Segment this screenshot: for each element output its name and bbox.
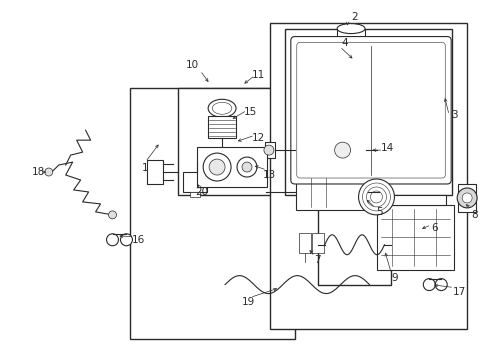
Text: 6: 6	[430, 223, 437, 233]
Circle shape	[242, 162, 251, 172]
Text: 16: 16	[132, 235, 145, 245]
Bar	[295, 175, 367, 210]
Bar	[336, 28, 364, 41]
Bar	[323, 180, 335, 190]
Bar	[325, 190, 333, 200]
Circle shape	[45, 168, 53, 176]
Text: 17: 17	[451, 287, 465, 297]
Bar	[298, 233, 310, 253]
Circle shape	[203, 153, 230, 181]
Bar	[285, 28, 451, 195]
Ellipse shape	[208, 99, 236, 117]
Text: 4: 4	[341, 37, 347, 48]
Bar	[377, 145, 386, 155]
Text: 7: 7	[314, 255, 321, 265]
Bar	[343, 180, 355, 190]
Text: 3: 3	[450, 110, 457, 120]
Text: 2: 2	[350, 12, 357, 22]
Text: 5: 5	[375, 207, 382, 217]
Circle shape	[358, 179, 394, 215]
Text: 10: 10	[185, 60, 198, 71]
Text: 13: 13	[263, 170, 276, 180]
Text: 19: 19	[241, 297, 254, 306]
Text: 11: 11	[251, 71, 264, 80]
Circle shape	[108, 211, 116, 219]
Circle shape	[264, 145, 273, 155]
Text: 1: 1	[142, 163, 148, 173]
Circle shape	[334, 142, 350, 158]
Bar	[377, 205, 453, 270]
Circle shape	[106, 234, 118, 246]
Ellipse shape	[336, 24, 364, 33]
Bar	[197, 147, 266, 187]
Text: 15: 15	[243, 107, 256, 117]
Bar	[269, 23, 466, 329]
Bar	[345, 190, 353, 200]
Bar	[190, 192, 200, 197]
Bar	[178, 88, 273, 195]
Bar	[147, 160, 163, 184]
Bar	[208, 116, 236, 138]
Bar	[183, 172, 207, 192]
Text: 14: 14	[380, 143, 393, 153]
Circle shape	[237, 157, 256, 177]
Circle shape	[120, 234, 132, 246]
Bar	[264, 142, 274, 158]
FancyBboxPatch shape	[290, 37, 450, 184]
Bar	[317, 205, 390, 285]
Text: 9: 9	[390, 273, 397, 283]
Text: 20: 20	[195, 187, 208, 197]
Bar	[329, 138, 365, 162]
Circle shape	[461, 193, 471, 203]
Circle shape	[423, 279, 434, 291]
Text: 12: 12	[251, 133, 264, 143]
Circle shape	[434, 279, 447, 291]
Circle shape	[209, 159, 224, 175]
Bar	[385, 195, 446, 205]
Text: 8: 8	[470, 210, 476, 220]
Text: 18: 18	[32, 167, 45, 177]
Bar	[311, 233, 323, 253]
Bar	[130, 88, 294, 339]
Circle shape	[456, 188, 476, 208]
Bar	[457, 184, 475, 212]
